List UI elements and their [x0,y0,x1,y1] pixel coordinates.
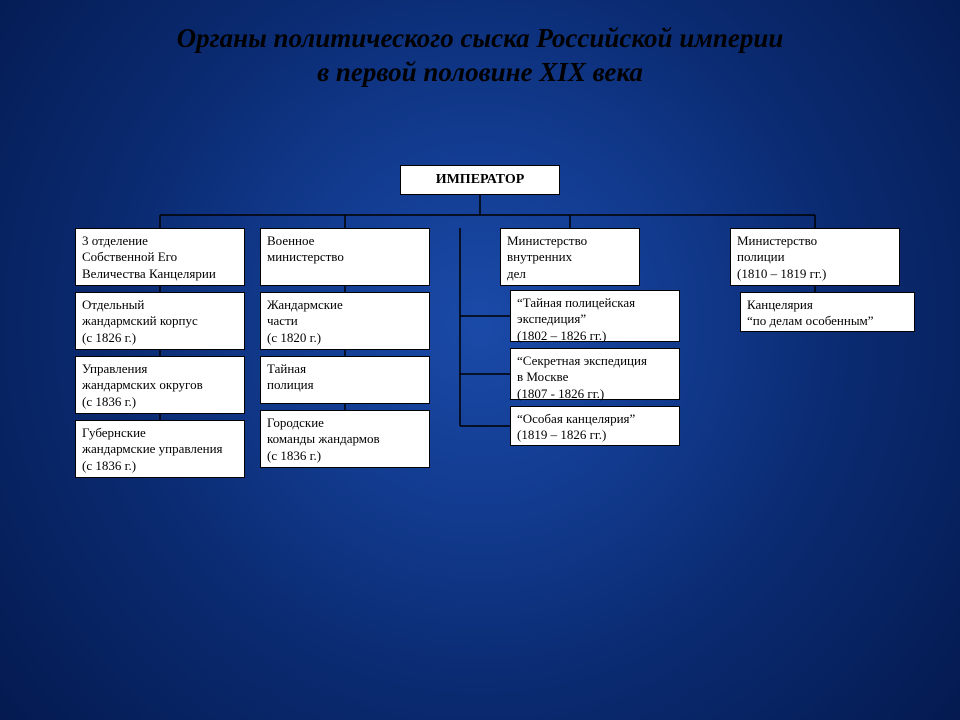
c4b1: Министерство полиции (1810 – 1819 гг.) [730,228,900,286]
c3s1: “Тайная полицейская экспедиция” (1802 – … [510,290,680,342]
c1b4: Губернские жандармские управления (с 183… [75,420,245,478]
c3s2: “Секретная экспедиция в Москве (1807 - 1… [510,348,680,400]
title-line2: в первой половине XIX века [40,56,920,90]
c1b3: Управления жандармских округов (с 1836 г… [75,356,245,414]
c3b1: Министерство внутренних дел [500,228,640,286]
c2b3: Тайная полиция [260,356,430,404]
c4s1: Канцелярия “по делам особенным” [740,292,915,332]
root-node: ИМПЕРАТОР [400,165,560,195]
slide: Органы политического сыска Российской им… [0,0,960,720]
c2b2: Жандармские части (с 1820 г.) [260,292,430,350]
c2b4: Городские команды жандармов (с 1836 г.) [260,410,430,468]
c2b1: Военное министерство [260,228,430,286]
c1b2: Отдельный жандармский корпус (с 1826 г.) [75,292,245,350]
title-line1: Органы политического сыска Российской им… [40,22,920,56]
c1b1: 3 отделение Собственной Его Величества К… [75,228,245,286]
slide-title: Органы политического сыска Российской им… [40,22,920,90]
c3s3: “Особая канцелярия” (1819 – 1826 гг.) [510,406,680,446]
